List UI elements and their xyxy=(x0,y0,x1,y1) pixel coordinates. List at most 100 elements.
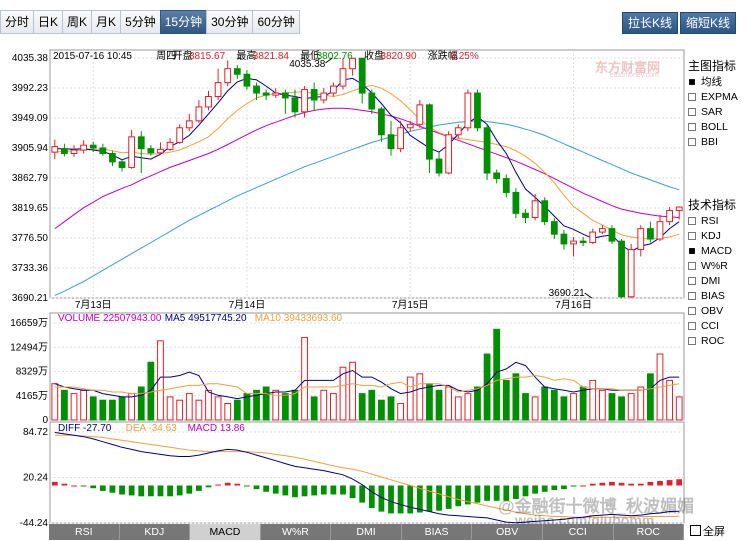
tech-indicator-dmi[interactable]: DMI xyxy=(688,273,736,288)
eastmoney-logo-sub: eastmoney.com xyxy=(610,72,659,79)
macd-bar xyxy=(541,485,548,492)
price-annotation: 3690.21 xyxy=(549,288,586,299)
checkbox-icon[interactable] xyxy=(688,276,696,285)
bottom-tab-kdj[interactable]: KDJ xyxy=(120,524,191,540)
candle-body xyxy=(61,148,68,155)
macd-bar xyxy=(513,485,519,499)
macd-bar xyxy=(147,485,154,497)
bottom-tab-rsi[interactable]: RSI xyxy=(49,524,120,540)
checkbox-icon[interactable] xyxy=(688,122,696,131)
candle-body xyxy=(406,123,414,129)
main-indicator-boll[interactable]: BOLL xyxy=(688,119,738,134)
info-text-5: 3821.84 xyxy=(253,51,290,62)
macd-bar xyxy=(51,481,58,486)
checkbox-icon[interactable] xyxy=(688,291,696,300)
bottom-tab-obv[interactable]: OBV xyxy=(472,524,543,540)
volume-bar xyxy=(522,393,529,421)
checkbox-icon[interactable] xyxy=(688,321,696,330)
checkbox-icon[interactable] xyxy=(688,92,696,101)
macd-bar xyxy=(378,485,385,512)
candle-body xyxy=(512,191,520,214)
candle-body xyxy=(224,68,232,84)
checkbox-icon[interactable] xyxy=(688,107,696,116)
bottom-tab-roc[interactable]: ROC xyxy=(614,524,685,540)
fullscreen-button[interactable]: 全屏 xyxy=(690,524,725,540)
volume-bar xyxy=(137,386,145,421)
checkbox-icon[interactable] xyxy=(688,216,696,225)
info-text-10: 涨跌幅 xyxy=(428,49,458,62)
tab-intraday[interactable]: 分时 xyxy=(0,10,35,34)
candle-body xyxy=(570,240,577,245)
macd-bar xyxy=(167,485,173,497)
bottom-tab-bias[interactable]: BIAS xyxy=(402,524,473,540)
checkbox-icon[interactable] xyxy=(689,78,695,85)
tab-5min[interactable]: 5分钟 xyxy=(120,10,161,34)
macd-bar xyxy=(244,485,250,487)
volume-tick-label: 16659万 xyxy=(10,318,48,329)
candle-body xyxy=(531,200,539,218)
volume-bar xyxy=(474,386,481,421)
price-tick-label: 3949.09 xyxy=(12,113,49,124)
checkbox-icon[interactable] xyxy=(688,336,696,345)
tech-indicator-roc[interactable]: ROC xyxy=(688,333,736,348)
volume-bar xyxy=(166,396,174,421)
checkbox-icon[interactable] xyxy=(688,137,696,146)
main-indicator-sar[interactable]: SAR xyxy=(688,104,738,119)
volume-bar xyxy=(61,389,68,421)
price-tick-label: 3819.65 xyxy=(12,203,49,214)
stretch-k-button[interactable]: 拉长K线 xyxy=(622,12,679,34)
candle-body xyxy=(464,92,472,129)
tech-indicator-kdj[interactable]: KDJ xyxy=(688,228,736,243)
macd-bar xyxy=(215,484,221,486)
macd-bar xyxy=(666,480,673,486)
volume-bar xyxy=(378,399,385,421)
bottom-tab-dmi[interactable]: DMI xyxy=(331,524,402,540)
tab-weekly-k[interactable]: 周K xyxy=(62,10,93,34)
checkbox-icon[interactable] xyxy=(689,247,695,254)
tab-30min[interactable]: 30分钟 xyxy=(206,10,254,34)
macd-bar xyxy=(628,483,635,486)
option-label: EXPMA xyxy=(701,90,738,103)
checkbox-icon[interactable] xyxy=(688,261,696,270)
tab-daily-k[interactable]: 日K xyxy=(33,10,64,34)
tech-indicator-cci[interactable]: CCI xyxy=(688,318,736,333)
tech-indicator-rsi[interactable]: RSI xyxy=(688,213,736,228)
bottom-tab-wr[interactable]: W%R xyxy=(261,524,332,540)
tech-indicator-macd[interactable]: MACD xyxy=(688,243,736,258)
candle-body xyxy=(157,148,164,154)
tech-indicator-obv[interactable]: OBV xyxy=(688,303,736,318)
tech-indicator-wr[interactable]: W%R xyxy=(688,258,736,273)
macd-bar xyxy=(272,485,279,494)
candle-body xyxy=(589,231,597,244)
checkbox-icon[interactable] xyxy=(688,231,696,240)
macd-bar xyxy=(330,485,337,495)
candle-body xyxy=(166,141,174,150)
candle-body xyxy=(397,127,405,150)
main-indicator-expma[interactable]: EXPMA xyxy=(688,89,738,104)
macd-bar xyxy=(176,485,183,496)
checkbox-icon[interactable] xyxy=(688,306,696,315)
bottom-tab-macd[interactable]: MACD xyxy=(190,524,261,540)
volume-bar xyxy=(80,389,88,421)
macd-bar xyxy=(570,485,577,487)
candle-body xyxy=(637,228,645,250)
candle-body xyxy=(310,89,318,101)
volume-bar xyxy=(435,389,443,421)
volume-bar xyxy=(589,379,597,421)
main-indicator-bbi[interactable]: BBI xyxy=(688,134,738,149)
macd-legend-1: DEA -34.63 xyxy=(126,423,178,434)
candle-body xyxy=(387,134,395,150)
bottom-tab-cci[interactable]: CCI xyxy=(543,524,614,540)
candle-body xyxy=(454,127,462,136)
volume-bar xyxy=(253,389,260,421)
tab-60min[interactable]: 60分钟 xyxy=(252,10,300,34)
price-tick-label: 3776.50 xyxy=(12,233,49,244)
tech-indicator-panel: 技术指标 RSI KDJ MACD W%R DMI BIAS OBV CCI ROC xyxy=(688,196,736,348)
main-indicator-ma[interactable]: 均线 xyxy=(688,74,738,89)
shrink-k-button[interactable]: 缩短K线 xyxy=(680,12,737,34)
volume-bar xyxy=(214,396,222,421)
info-text-7: 3802.76 xyxy=(317,51,354,62)
tech-indicator-bias[interactable]: BIAS xyxy=(688,288,736,303)
macd-bar xyxy=(676,479,683,486)
volume-bar xyxy=(646,373,654,421)
